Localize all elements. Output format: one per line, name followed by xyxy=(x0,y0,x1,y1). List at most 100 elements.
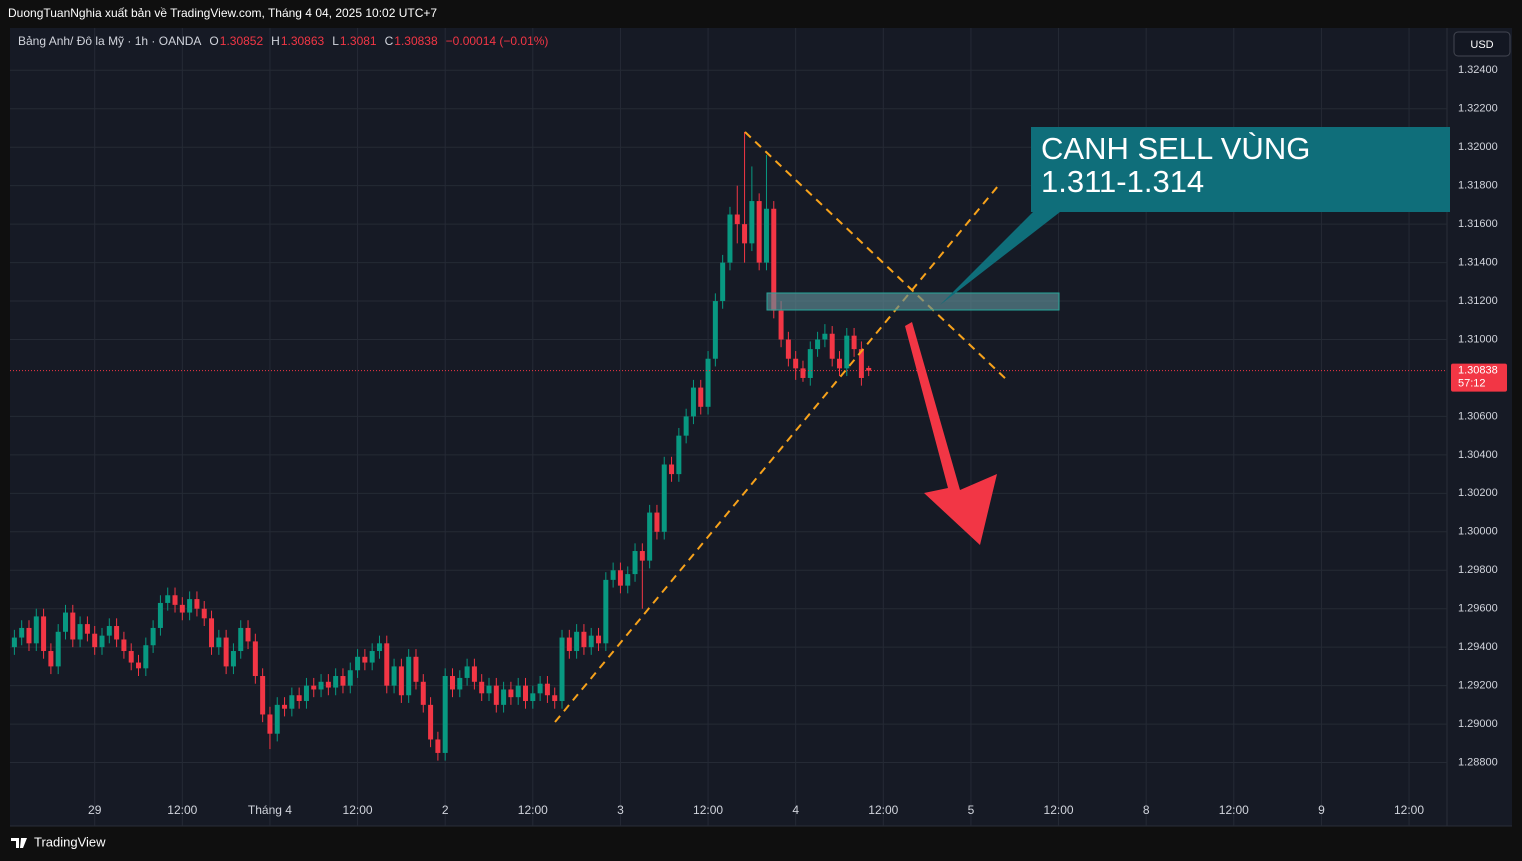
candle-body xyxy=(712,301,718,359)
symbol: Bảng Anh/ Đô la Mỹ · 1h · OANDA xyxy=(18,34,201,48)
countdown: 57:12 xyxy=(1458,378,1486,390)
x-tick-label: 12:00 xyxy=(1044,803,1074,817)
x-tick-label: 9 xyxy=(1318,803,1325,817)
candle-body xyxy=(515,685,521,698)
candle-body xyxy=(62,612,68,632)
candle-body xyxy=(836,358,842,369)
candle-body xyxy=(413,656,419,682)
y-tick-label: 1.29000 xyxy=(1458,718,1498,730)
y-tick-label: 1.32400 xyxy=(1458,64,1498,76)
candle-body xyxy=(267,714,273,734)
candle-body xyxy=(771,208,777,311)
ohlc-value: 1.30852 xyxy=(220,34,264,48)
candle-body xyxy=(209,618,215,648)
ohlc-value: 1.3081 xyxy=(340,34,377,48)
candle-body xyxy=(260,676,266,715)
y-tick-label: 1.31400 xyxy=(1458,256,1498,268)
candle-body xyxy=(179,604,185,613)
candle-body xyxy=(420,681,426,705)
x-tick-label: 12:00 xyxy=(693,803,723,817)
y-tick-label: 1.30400 xyxy=(1458,449,1498,461)
candle-body xyxy=(70,612,76,640)
x-tick-label: 12:00 xyxy=(1219,803,1249,817)
candle-body xyxy=(756,201,762,263)
candle-body xyxy=(866,367,872,371)
candle-body xyxy=(99,635,105,648)
candle-body xyxy=(734,214,740,225)
candle-body xyxy=(114,626,120,640)
candle-body xyxy=(676,435,682,475)
candle-body xyxy=(530,693,536,702)
last-price-box xyxy=(1451,363,1507,392)
candle-body xyxy=(406,656,412,696)
candle-body xyxy=(245,627,251,642)
y-tick-label: 1.31000 xyxy=(1458,333,1498,345)
candle-body xyxy=(625,574,631,586)
ohlc-label: O xyxy=(209,34,218,48)
candle-body xyxy=(92,633,98,648)
candle-body xyxy=(449,676,455,690)
candle-body xyxy=(661,464,667,532)
x-tick-label: 12:00 xyxy=(518,803,548,817)
trend-line xyxy=(554,185,999,723)
y-tick-label: 1.29400 xyxy=(1458,641,1498,653)
ohlc-label: C xyxy=(385,34,394,48)
candle-body xyxy=(501,689,507,705)
candle-body xyxy=(763,208,769,263)
candle-body xyxy=(749,201,755,244)
candle-body xyxy=(493,685,499,705)
candle-body xyxy=(639,551,645,561)
currency-button[interactable] xyxy=(1453,31,1511,57)
annotation: CANH SELL VÙNG xyxy=(1041,131,1310,166)
y-tick-label: 1.31200 xyxy=(1458,295,1498,307)
candle-body xyxy=(793,358,799,369)
y-tick-label: 1.29600 xyxy=(1458,603,1498,615)
candle-body xyxy=(632,551,638,575)
candle-body xyxy=(435,739,441,753)
y-tick-label: 1.31600 xyxy=(1458,218,1498,230)
candle-body xyxy=(223,637,229,667)
candle-body xyxy=(128,651,134,663)
annotation: 1.311-1.314 xyxy=(1041,164,1204,199)
candle-body xyxy=(523,685,529,702)
x-tick-label: 12:00 xyxy=(868,803,898,817)
candle-body xyxy=(486,685,492,694)
candle-body xyxy=(376,643,382,652)
candle-body xyxy=(552,695,558,702)
last-price-label: 1.30838 xyxy=(1458,365,1498,377)
candle-body xyxy=(705,358,711,407)
candle-body xyxy=(274,704,280,734)
trend-line xyxy=(744,131,1008,381)
ohlc-label: H xyxy=(271,34,280,48)
ohlc-value: 1.30863 xyxy=(281,34,325,48)
ohlc-label: L xyxy=(332,34,339,48)
candle-body xyxy=(55,631,61,667)
y-tick-label: 1.29800 xyxy=(1458,564,1498,576)
candle-body xyxy=(508,689,514,698)
y-tick-label: 1.32200 xyxy=(1458,103,1498,115)
candle-body xyxy=(398,666,404,696)
candle-body xyxy=(807,349,813,378)
candle-body xyxy=(683,416,689,436)
candle-body xyxy=(720,262,726,302)
candle-body xyxy=(41,616,47,652)
candle-body xyxy=(464,666,470,678)
candle-body xyxy=(201,608,207,619)
publisher: DuongTuanNghia xuất bản về TradingView.c… xyxy=(8,6,437,20)
candle-body xyxy=(303,685,309,702)
y-tick-label: 1.28800 xyxy=(1458,756,1498,768)
candle-body xyxy=(11,637,17,648)
candle-body xyxy=(690,387,696,417)
candle-body xyxy=(33,616,39,644)
x-tick-label: 29 xyxy=(88,803,102,817)
x-tick-label: Tháng 4 xyxy=(248,803,292,817)
candle-body xyxy=(325,681,331,688)
candle-body xyxy=(216,637,222,648)
x-tick-label: 3 xyxy=(617,803,624,817)
candle-body xyxy=(362,656,368,663)
y-tick-label: 1.32000 xyxy=(1458,141,1498,153)
candle-body xyxy=(471,666,477,682)
currency[interactable]: USD xyxy=(1470,39,1493,51)
candle-body xyxy=(669,464,675,475)
brand-logo xyxy=(11,838,27,848)
